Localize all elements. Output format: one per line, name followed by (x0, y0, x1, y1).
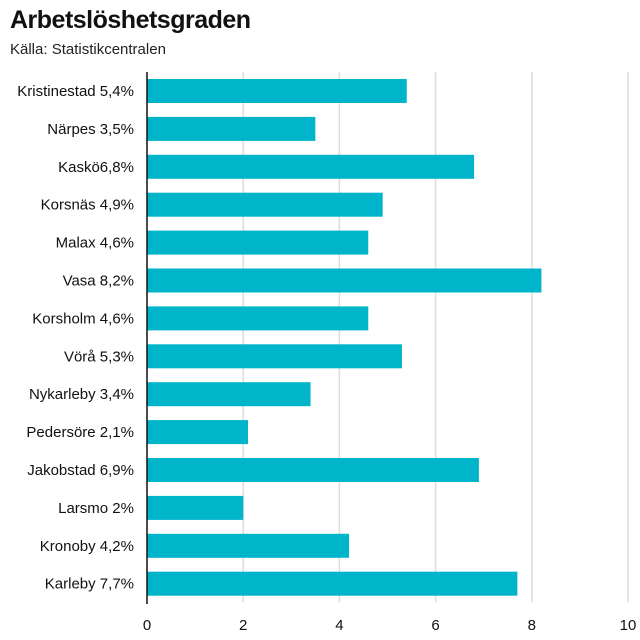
category-label: Vörå 5,3% (64, 348, 134, 365)
category-label: Nykarleby 3,4% (29, 386, 134, 403)
category-label: Kaskö6,8% (58, 159, 134, 176)
bar (147, 458, 479, 482)
bar (147, 154, 475, 179)
category-label: Närpes 3,5% (47, 121, 134, 138)
chart-title: Arbetslöshetsgraden (10, 6, 251, 34)
bar (147, 533, 350, 558)
bar (147, 268, 542, 293)
bar (147, 420, 249, 445)
bars (147, 79, 542, 596)
category-label: Korsholm 4,6% (32, 310, 134, 327)
bar (147, 79, 407, 103)
bar (147, 116, 316, 141)
category-label: Kristinestad 5,4% (17, 83, 134, 100)
category-label: Vasa 8,2% (63, 273, 134, 290)
x-tick-label: 10 (620, 617, 637, 634)
bar (147, 344, 402, 369)
x-tick-label: 0 (143, 617, 151, 634)
bar (147, 192, 383, 217)
category-label: Larsmo 2% (58, 500, 134, 517)
grid-lines (242, 72, 629, 602)
x-axis-ticks: 0 2 4 6 8 10 (143, 617, 637, 634)
x-tick-label: 6 (431, 617, 439, 634)
category-label: Pedersöre 2,1% (26, 424, 134, 441)
category-label: Jakobstad 6,9% (27, 462, 134, 479)
x-tick-label: 2 (239, 617, 247, 634)
category-label: Malax 4,6% (56, 235, 134, 252)
x-tick-label: 8 (528, 617, 536, 634)
bar (147, 571, 518, 596)
category-label: Kronoby 4,2% (40, 538, 134, 555)
x-tick-label: 4 (335, 617, 343, 634)
category-labels: Kristinestad 5,4% Närpes 3,5% Kaskö6,8% Kor… (17, 83, 134, 593)
category-label: Korsnäs 4,9% (41, 197, 134, 214)
bar (147, 230, 369, 255)
category-label: Karleby 7,7% (45, 576, 134, 593)
bar (147, 382, 311, 407)
bar (147, 306, 369, 331)
chart-subtitle: Källa: Statistikcentralen (10, 41, 166, 58)
bar (147, 495, 244, 520)
